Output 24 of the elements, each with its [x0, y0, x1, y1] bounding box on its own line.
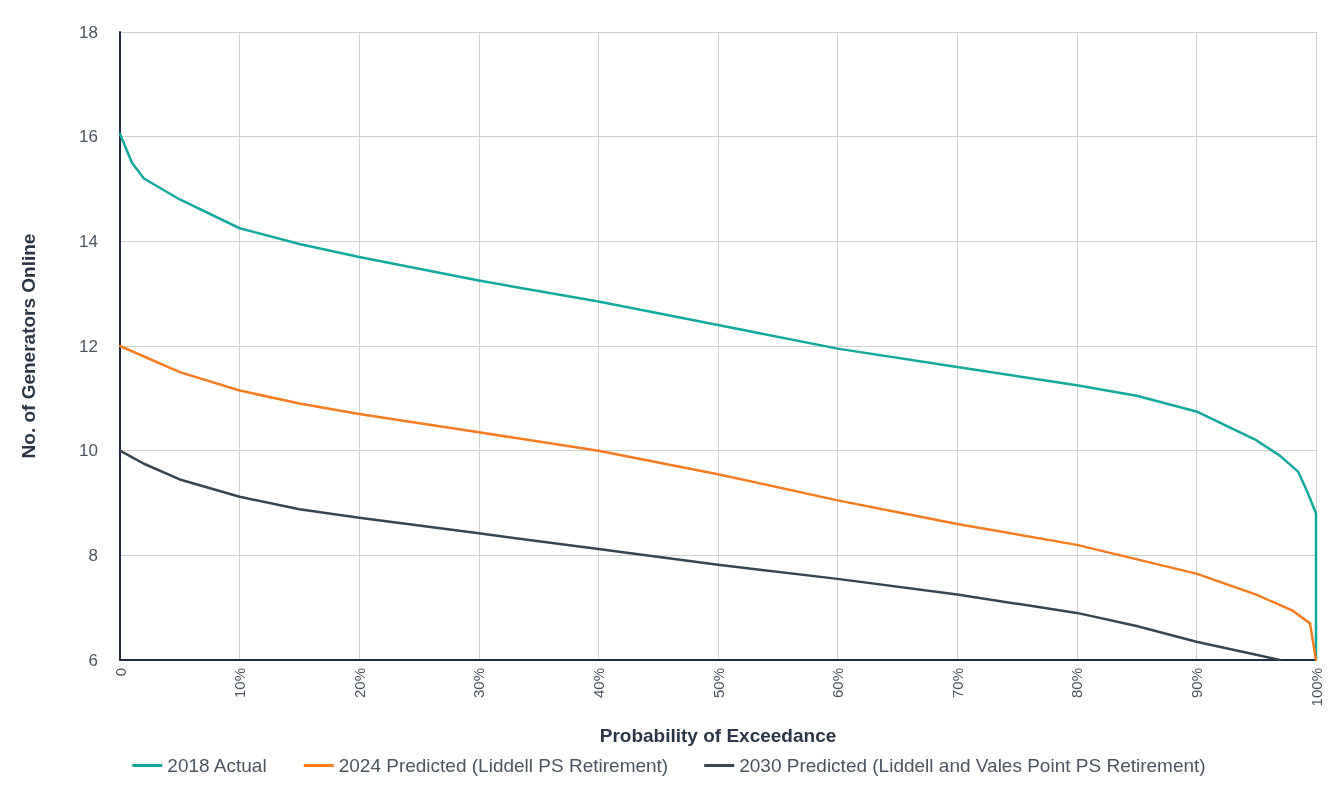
y-tick-label: 18 [79, 22, 98, 42]
x-tick-label: 30% [470, 668, 488, 699]
y-tick-label: 8 [88, 545, 98, 565]
x-tick-label: 0 [111, 668, 129, 677]
y-tick-label: 12 [79, 336, 98, 356]
x-tick-label: 80% [1068, 668, 1086, 699]
line-series [118, 449, 1282, 662]
x-tick-label: 40% [589, 668, 607, 699]
legend-label: 2030 Predicted (Liddell and Vales Point PS Retirement) [739, 755, 1206, 776]
x-tick-label: 10% [231, 668, 249, 699]
y-tick-label: 10 [79, 441, 98, 461]
x-tick-label: 60% [829, 668, 847, 699]
x-tick-label: 90% [1187, 668, 1205, 699]
y-tick-label: 6 [88, 650, 98, 670]
x-tick-label: 100% [1307, 668, 1325, 707]
x-tick-label: 50% [709, 668, 727, 699]
x-axis-title: Probability of Exceedance [599, 725, 837, 746]
legend-label: 2018 Actual [167, 755, 267, 776]
y-tick-label: 14 [79, 231, 98, 251]
x-tick-label: 70% [948, 668, 966, 699]
y-tick-label: 16 [79, 127, 98, 147]
legend-label: 2024 Predicted (Liddell PS Retirement) [338, 755, 669, 776]
x-tick-label: 20% [350, 668, 368, 699]
y-axis-title: No. of Generators Online [18, 233, 39, 459]
